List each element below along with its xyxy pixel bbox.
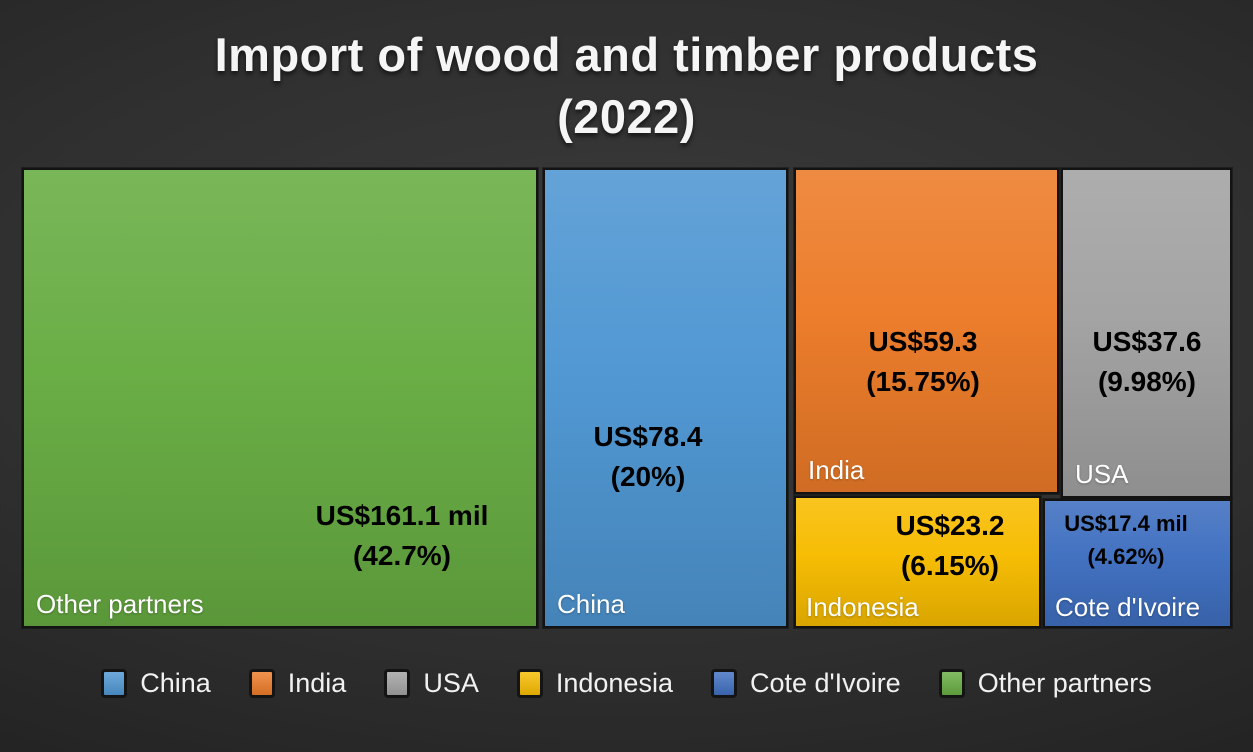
legend: China India USA Indonesia Cote d'Ivoire …	[0, 668, 1253, 699]
legend-item-usa: USA	[384, 668, 479, 699]
value-label-usa: US$37.6 (9.98%)	[1092, 326, 1202, 397]
treemap-block-usa: US$37.6 (9.98%) USA	[1061, 168, 1232, 498]
legend-label-other-partners: Other partners	[977, 668, 1152, 698]
legend-swatch-china	[101, 669, 128, 698]
value-label-other-partners: US$161.1 mil (42.7%)	[315, 500, 489, 571]
category-label-cote-divoire: Cote d'Ivoire	[1055, 592, 1201, 622]
legend-label-india: India	[287, 668, 347, 698]
legend-swatch-indonesia	[516, 669, 543, 698]
category-label-china: China	[557, 589, 625, 619]
legend-label-usa: USA	[423, 668, 479, 698]
legend-label-indonesia: Indonesia	[555, 668, 673, 698]
chart-title: Import of wood and timber products (2022…	[0, 24, 1253, 148]
treemap-block-china: US$78.4 (20%) China	[543, 168, 788, 628]
treemap-block-other-partners: US$161.1 mil (42.7%) Other partners	[22, 168, 538, 628]
legend-label-cote-divoire: Cote d'Ivoire	[749, 668, 901, 698]
legend-swatch-other-partners	[938, 669, 965, 698]
legend-label-china: China	[140, 668, 211, 698]
category-label-other-partners: Other partners	[36, 589, 204, 619]
value-label-china: US$78.4 (20%)	[593, 421, 703, 492]
treemap-block-india: US$59.3 (15.75%) India	[794, 168, 1059, 494]
legend-item-india: India	[248, 668, 347, 699]
treemap-block-cote-divoire: US$17.4 mil (4.62%) Cote d'Ivoire	[1043, 499, 1232, 628]
legend-item-cote-divoire: Cote d'Ivoire	[710, 668, 901, 699]
legend-swatch-usa	[384, 669, 411, 698]
legend-item-china: China	[101, 668, 211, 699]
legend-swatch-india	[248, 669, 275, 698]
legend-item-other-partners: Other partners	[938, 668, 1152, 699]
treemap-block-indonesia: US$23.2 (6.15%) Indonesia	[794, 496, 1041, 628]
chart-title-line1: Import of wood and timber products	[214, 28, 1039, 81]
legend-item-indonesia: Indonesia	[516, 668, 673, 699]
value-label-cote-divoire: US$17.4 mil (4.62%)	[1064, 511, 1188, 569]
category-label-usa: USA	[1075, 459, 1129, 489]
value-label-indonesia: US$23.2 (6.15%)	[895, 510, 1005, 581]
legend-swatch-cote-divoire	[710, 669, 737, 698]
category-label-indonesia: Indonesia	[806, 592, 919, 622]
chart-title-line2: (2022)	[557, 90, 696, 143]
value-label-india: US$59.3 (15.75%)	[866, 326, 980, 397]
category-label-india: India	[808, 455, 865, 485]
